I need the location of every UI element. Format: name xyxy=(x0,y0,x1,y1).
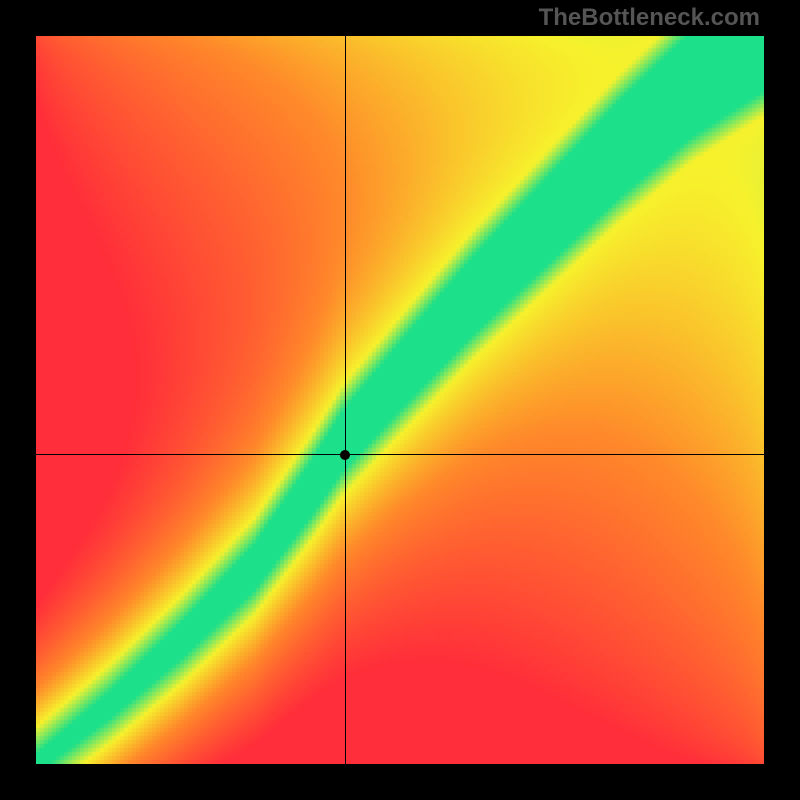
outer-frame: TheBottleneck.com xyxy=(0,0,800,800)
crosshair-vertical xyxy=(345,36,346,764)
crosshair-horizontal xyxy=(36,454,764,455)
bottleneck-heatmap xyxy=(36,36,764,764)
plot-area xyxy=(36,36,764,764)
crosshair-dot xyxy=(340,450,350,460)
watermark-text: TheBottleneck.com xyxy=(539,4,760,32)
